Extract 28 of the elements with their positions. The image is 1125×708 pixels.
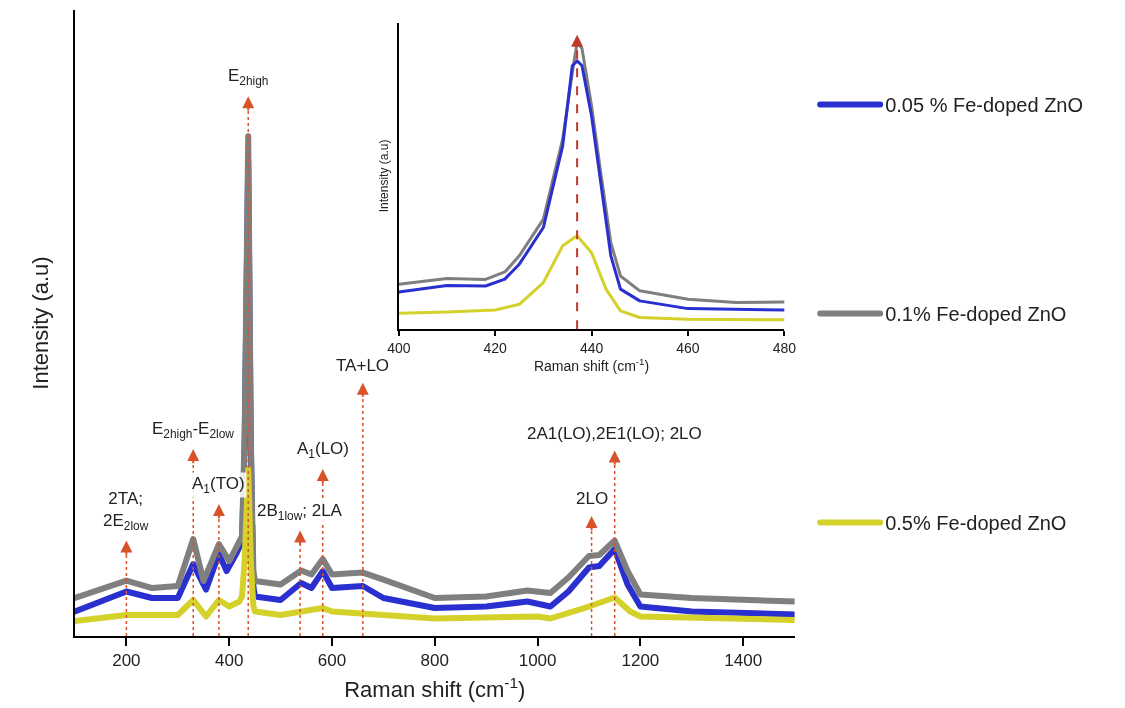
x-tick-label: 440 (579, 340, 604, 357)
ref-line-label: A$_{1}$(TO) (192, 474, 245, 496)
x-tick-label: 480 (772, 340, 797, 357)
ref-line-label: 2B$_{1low}$; 2LA (257, 501, 343, 523)
ref-line-label: 2A1(LO),2E1(LO); 2LO (527, 424, 702, 443)
x-tick-label: 420 (483, 340, 508, 357)
x-tick-label: 460 (676, 340, 700, 357)
x-tick-label: 400 (215, 651, 244, 671)
x-axis-title: Raman shift (cm$^{-1}$) (344, 673, 526, 702)
x-tick-label: 1000 (518, 651, 557, 671)
x-tick-label: 1400 (724, 651, 763, 671)
y-axis-title: Intensity (a.u) (376, 139, 391, 213)
ref-line-label: TA+LO (336, 356, 390, 375)
x-tick-label: 1200 (621, 651, 660, 671)
x-tick-label: 200 (112, 651, 141, 671)
legend-label: 0.05 % Fe-doped ZnO (885, 94, 1084, 117)
ref-line-label: A$_{1}$(LO) (297, 439, 349, 461)
legend-label: 0.5% Fe-doped ZnO (885, 512, 1067, 535)
ref-line-label: 2LO (576, 489, 609, 508)
ref-line-label: E$_{2high}$ (228, 66, 269, 88)
x-tick-label: 600 (317, 651, 347, 671)
y-axis-title: Intensity (a.u) (28, 256, 54, 390)
ref-line-label: E$_{2high}$-E$_{2low}$ (152, 419, 235, 441)
legend-label: 0.1% Fe-doped ZnO (885, 303, 1067, 326)
x-axis-title: Raman shift (cm$^{-1}$) (533, 356, 650, 374)
ref-line-label: 2TA; 2E$_{2low}$ (103, 489, 149, 533)
x-tick-label: 400 (387, 340, 411, 357)
x-tick-label: 800 (420, 651, 449, 671)
